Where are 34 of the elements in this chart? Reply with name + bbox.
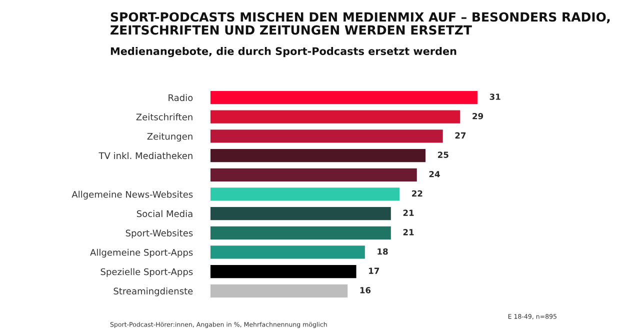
bar [210,224,392,241]
data-label: 24 [429,170,440,178]
y-tick-label: Allgemeine News-Websites [72,190,193,200]
bar [210,244,366,260]
data-label: 22 [412,190,422,197]
bar [210,128,444,144]
bar [210,166,418,183]
data-label: 21 [403,229,414,236]
y-tick-label: Zeitungen [147,132,192,142]
data-label: 27 [455,132,466,138]
data-label: 31 [490,94,500,100]
y-tick-label: Allgemeine Sport-Apps [90,248,193,258]
bar [210,90,478,106]
bar [210,148,427,164]
bar [210,186,401,202]
bar [210,206,392,222]
data-label: 21 [403,210,414,216]
bar [210,264,358,280]
bar [210,108,462,125]
bar [210,282,350,299]
data-label: 16 [360,287,371,294]
y-tick-label: Streamingdienste [114,288,193,296]
data-label: 18 [378,248,388,255]
y-tick-label: Social Media [136,210,192,218]
data-label: 29 [472,112,484,120]
y-tick-label: Radio [168,94,193,102]
chart-title: SPORT-PODCASTS MISCHEN DEN MEDIENMIX AUF – BESONDERS RADIO, ZEITSCHRIFTEN UND ZEITUNGEN WERDEN ERSETZT [110,12,610,35]
y-tick-label: Sport-Websites [126,229,193,238]
data-label: 17 [369,268,380,274]
y-tick-label: Spezielle Sport-Apps [100,268,193,277]
y-tick-label: TV inkl. Mediatheken [98,152,192,160]
chart-subtitle: Medienangebote, die durch Sport-Podcasts ersetzt werden [110,47,456,58]
data-label: 25 [438,152,448,158]
y-tick-label: Zeitschriften [136,113,192,120]
